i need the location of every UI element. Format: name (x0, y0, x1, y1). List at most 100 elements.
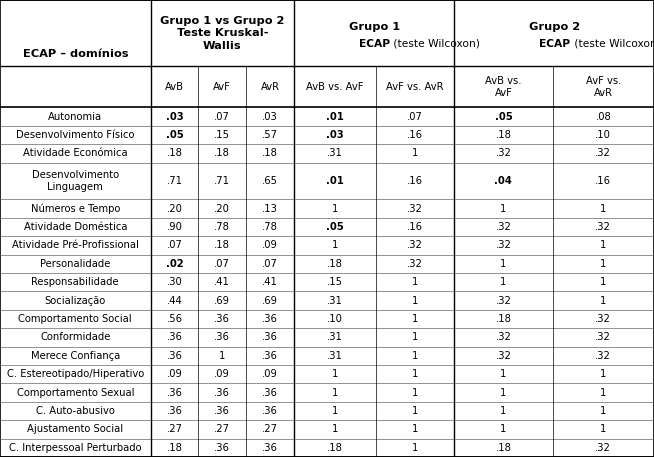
Text: .13: .13 (262, 204, 278, 213)
Text: Desenvolvimento Físico: Desenvolvimento Físico (16, 130, 135, 140)
Text: .36: .36 (215, 443, 230, 453)
Text: .36: .36 (167, 388, 182, 398)
Text: AvF: AvF (213, 82, 232, 92)
Text: .36: .36 (262, 406, 278, 416)
Text: .01: .01 (326, 176, 344, 186)
Text: .41: .41 (215, 277, 230, 287)
Text: .36: .36 (167, 351, 182, 361)
Text: 1: 1 (600, 406, 606, 416)
Text: .36: .36 (262, 443, 278, 453)
Text: Personalidade: Personalidade (40, 259, 111, 269)
Text: 1: 1 (600, 388, 606, 398)
Text: .32: .32 (407, 259, 423, 269)
Text: .32: .32 (595, 332, 611, 342)
Text: .78: .78 (215, 222, 230, 232)
Text: .08: .08 (595, 112, 611, 122)
Text: .18: .18 (496, 314, 511, 324)
Text: Grupo 1 vs Grupo 2
Teste Kruskal-
Wallis: Grupo 1 vs Grupo 2 Teste Kruskal- Wallis (160, 16, 284, 51)
Text: .27: .27 (215, 425, 230, 435)
Text: 1: 1 (600, 259, 606, 269)
Text: .32: .32 (595, 443, 611, 453)
Text: .03: .03 (262, 112, 278, 122)
Text: .07: .07 (215, 259, 230, 269)
Text: .18: .18 (327, 443, 343, 453)
Text: .78: .78 (262, 222, 278, 232)
Text: Responsabilidade: Responsabilidade (31, 277, 119, 287)
Text: AvR: AvR (260, 82, 279, 92)
Text: .36: .36 (262, 351, 278, 361)
Text: AvF vs. AvR: AvF vs. AvR (387, 82, 444, 92)
Text: 1: 1 (500, 406, 507, 416)
Text: .05: .05 (165, 130, 183, 140)
Text: .18: .18 (496, 130, 511, 140)
Text: .65: .65 (262, 176, 278, 186)
Text: .32: .32 (496, 149, 511, 159)
Text: 1: 1 (600, 277, 606, 287)
Text: Desenvolvimento
Linguagem: Desenvolvimento Linguagem (32, 170, 119, 192)
Text: .36: .36 (167, 406, 182, 416)
Text: .31: .31 (327, 351, 343, 361)
Text: .36: .36 (262, 314, 278, 324)
Text: .03: .03 (326, 130, 343, 140)
Text: .07: .07 (167, 240, 182, 250)
Text: .16: .16 (407, 130, 423, 140)
Text: .32: .32 (595, 222, 611, 232)
Text: 1: 1 (412, 425, 419, 435)
Text: .09: .09 (262, 369, 278, 379)
Text: .18: .18 (496, 443, 511, 453)
Text: 1: 1 (500, 388, 507, 398)
Text: 1: 1 (332, 204, 338, 213)
Text: .10: .10 (327, 314, 343, 324)
Text: 1: 1 (600, 240, 606, 250)
Text: .09: .09 (167, 369, 182, 379)
Text: .32: .32 (496, 240, 511, 250)
Text: 1: 1 (412, 406, 419, 416)
Text: .09: .09 (262, 240, 278, 250)
Text: Ajustamento Social: Ajustamento Social (27, 425, 124, 435)
Text: .32: .32 (407, 240, 423, 250)
Text: .05: .05 (494, 112, 512, 122)
Text: .69: .69 (215, 296, 230, 306)
Text: .18: .18 (327, 259, 343, 269)
Text: C. Estereotipado/Hiperativo: C. Estereotipado/Hiperativo (7, 369, 144, 379)
Text: .71: .71 (215, 176, 230, 186)
Text: (teste Wilcoxon): (teste Wilcoxon) (570, 39, 654, 48)
Text: .31: .31 (327, 332, 343, 342)
Text: AvB vs.
AvF: AvB vs. AvF (485, 76, 522, 98)
Text: 1: 1 (412, 443, 419, 453)
Text: .44: .44 (167, 296, 182, 306)
Text: .15: .15 (327, 277, 343, 287)
Text: .07: .07 (215, 112, 230, 122)
Text: .41: .41 (262, 277, 278, 287)
Text: 1: 1 (412, 296, 419, 306)
Text: .03: .03 (165, 112, 183, 122)
Text: 1: 1 (412, 332, 419, 342)
Text: Números e Tempo: Números e Tempo (31, 203, 120, 214)
Text: 1: 1 (500, 425, 507, 435)
Text: 1: 1 (412, 388, 419, 398)
Text: 1: 1 (412, 351, 419, 361)
Text: C. Interpessoal Perturbado: C. Interpessoal Perturbado (9, 443, 142, 453)
Text: 1: 1 (412, 369, 419, 379)
Text: Merece Confiança: Merece Confiança (31, 351, 120, 361)
Text: .57: .57 (262, 130, 278, 140)
Text: .32: .32 (595, 314, 611, 324)
Text: .07: .07 (407, 112, 423, 122)
Text: .32: .32 (496, 296, 511, 306)
Text: (teste Wilcoxon): (teste Wilcoxon) (390, 39, 480, 48)
Text: .18: .18 (215, 240, 230, 250)
Text: .32: .32 (595, 351, 611, 361)
Text: Atividade Económica: Atividade Económica (23, 149, 128, 159)
Text: ECAP: ECAP (358, 39, 390, 48)
Text: .18: .18 (167, 149, 182, 159)
Text: .36: .36 (215, 332, 230, 342)
Text: Autonomia: Autonomia (48, 112, 102, 122)
Text: .09: .09 (215, 369, 230, 379)
Text: .02: .02 (165, 259, 183, 269)
Text: .05: .05 (326, 222, 344, 232)
Text: .90: .90 (167, 222, 182, 232)
Text: .27: .27 (262, 425, 278, 435)
Text: .07: .07 (262, 259, 278, 269)
Text: .32: .32 (496, 351, 511, 361)
Text: Socialização: Socialização (44, 296, 106, 306)
